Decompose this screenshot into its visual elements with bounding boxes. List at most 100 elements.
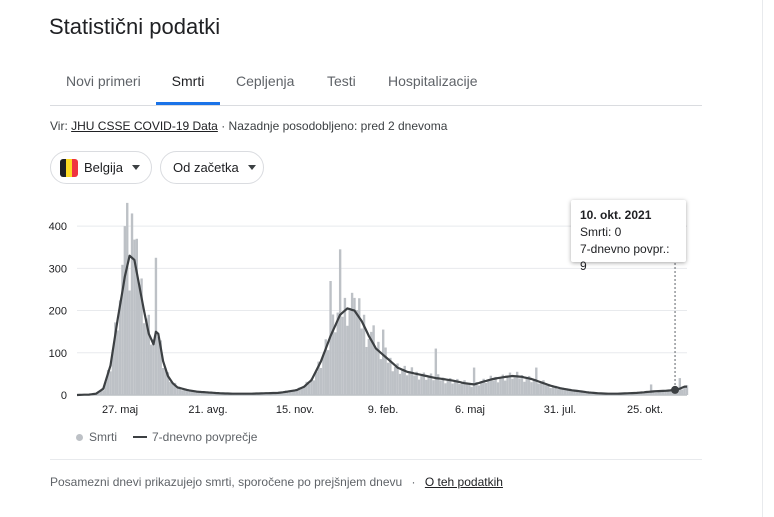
legend-deaths-label: Smrti — [89, 430, 117, 444]
bar — [664, 390, 667, 395]
bar — [532, 379, 536, 395]
legend-average-label: 7-dnevno povprečje — [152, 430, 258, 444]
bar — [549, 388, 552, 395]
bar — [482, 378, 485, 395]
bar — [396, 363, 399, 395]
bar — [379, 359, 382, 395]
bar — [465, 384, 469, 395]
bar — [484, 382, 488, 395]
tab-hospitalizations[interactable]: Hospitalizacije — [388, 73, 478, 89]
bar — [169, 381, 172, 395]
bar — [511, 378, 514, 395]
bar — [451, 383, 454, 395]
tooltip-date: 10. okt. 2021 — [580, 208, 652, 222]
bar — [678, 378, 682, 395]
bar — [527, 375, 531, 395]
bar — [463, 380, 466, 395]
bar — [429, 373, 433, 395]
bar — [661, 391, 665, 395]
range-dropdown[interactable]: Od začetka — [160, 151, 264, 184]
bar — [336, 312, 339, 395]
bar — [537, 383, 540, 395]
bar — [420, 375, 423, 395]
bar — [401, 369, 404, 395]
tab-deaths[interactable]: Smrti — [156, 62, 220, 105]
bar — [331, 314, 335, 395]
legend-dot-icon — [76, 433, 83, 441]
bar — [149, 344, 153, 395]
bar — [324, 339, 327, 395]
bar — [415, 371, 418, 395]
page-title: Statistični podatki — [49, 14, 221, 39]
bar — [515, 371, 519, 395]
bar — [171, 382, 174, 395]
bar — [104, 381, 107, 395]
divider — [50, 459, 702, 460]
country-dropdown[interactable]: Belgija — [50, 151, 152, 184]
bar — [585, 392, 588, 395]
bar — [207, 393, 210, 395]
tab-vaccinations[interactable]: Cepljenja — [236, 73, 295, 89]
bar — [346, 325, 349, 395]
bar — [446, 380, 449, 395]
about-data-link[interactable]: O teh podatkih — [424, 475, 503, 489]
x-tick-label: 27. maj — [102, 404, 138, 416]
y-tick-label: 200 — [49, 306, 67, 318]
x-tick-label: 25. okt. — [627, 404, 663, 416]
bar — [635, 393, 638, 395]
bar — [494, 376, 497, 395]
bar — [358, 298, 361, 395]
bar — [319, 367, 323, 395]
bar — [468, 382, 471, 395]
bar — [506, 376, 509, 395]
bar — [214, 393, 217, 395]
bar — [391, 371, 394, 395]
bar — [573, 390, 576, 395]
bar — [286, 392, 289, 395]
bar — [130, 213, 134, 395]
bar — [642, 392, 646, 395]
bar — [475, 382, 478, 395]
x-tick-label: 31. jul. — [544, 404, 576, 416]
bar — [154, 257, 158, 395]
tab-tests[interactable]: Testi — [327, 73, 356, 89]
bar — [403, 365, 406, 395]
tooltip-average: 7-dnevno povpr.: 9 — [580, 242, 670, 273]
bar — [444, 383, 447, 395]
bar — [389, 357, 392, 395]
country-label: Belgija — [84, 160, 124, 175]
bar — [307, 383, 311, 395]
tooltip-deaths: Smrti: 0 — [580, 225, 622, 239]
bar — [195, 392, 198, 395]
bar — [367, 338, 371, 395]
bar — [116, 330, 119, 395]
bar — [166, 372, 170, 395]
bar — [152, 339, 155, 395]
bar — [645, 391, 648, 395]
bar — [341, 316, 344, 395]
bar — [489, 375, 493, 395]
bar — [343, 297, 347, 395]
bar — [508, 372, 512, 395]
bar — [681, 389, 684, 395]
bar — [413, 375, 416, 395]
legend-line-icon — [133, 436, 147, 438]
bar — [193, 390, 196, 395]
bar — [530, 382, 533, 395]
bar — [128, 290, 131, 395]
bar — [382, 329, 385, 395]
bar — [288, 391, 292, 395]
bar — [293, 391, 296, 395]
bar — [133, 239, 136, 395]
source-link[interactable]: JHU CSSE COVID-19 Data — [71, 119, 218, 133]
bar — [504, 380, 507, 395]
bar — [350, 292, 354, 395]
tab-new-cases[interactable]: Novi primeri — [66, 73, 141, 89]
bar — [637, 392, 641, 395]
bar — [683, 386, 686, 395]
source-prefix: Vir: — [50, 119, 68, 133]
bar — [520, 375, 524, 395]
bar — [501, 374, 504, 395]
caret-down-icon — [247, 165, 256, 170]
bar — [173, 382, 177, 395]
